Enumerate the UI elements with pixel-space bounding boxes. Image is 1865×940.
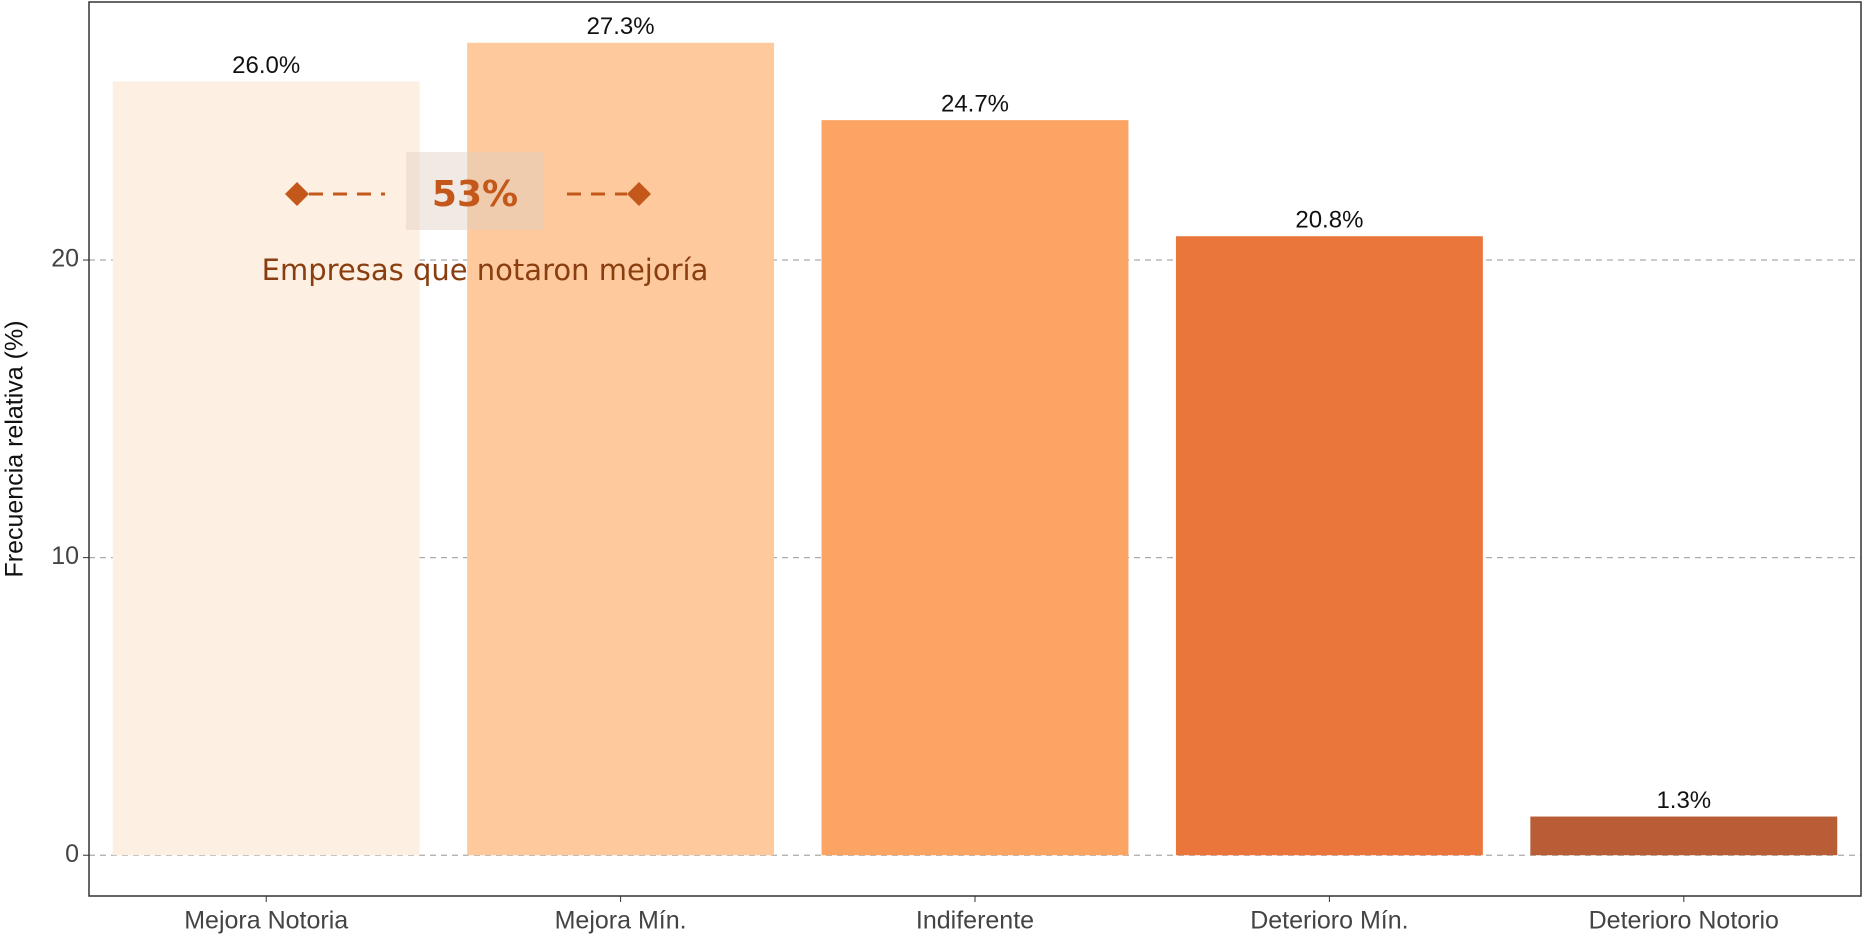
bar	[1530, 816, 1838, 856]
annotation-diamond	[285, 182, 309, 206]
value-label: 27.3%	[587, 13, 655, 40]
bar	[467, 42, 775, 856]
bar	[821, 120, 1129, 856]
x-tick-label: Indiferente	[916, 907, 1034, 935]
value-label: 24.7%	[941, 90, 1009, 117]
x-tick-label: Deterioro Mín.	[1250, 907, 1408, 935]
x-tick-label: Mejora Notoria	[184, 907, 348, 935]
y-tick-label: 10	[51, 542, 79, 570]
x-tick-label: Mejora Mín.	[555, 907, 687, 935]
x-tick-label: Deterioro Notorio	[1589, 907, 1779, 935]
bar	[112, 81, 420, 856]
value-label: 1.3%	[1656, 787, 1711, 814]
bar	[1175, 236, 1483, 856]
annotation-value: 53%	[432, 174, 518, 215]
plot-border	[88, 1, 1862, 897]
y-tick-label: 20	[51, 245, 79, 273]
annotation-box	[406, 152, 544, 230]
y-axis-label: Frecuencia relativa (%)	[1, 320, 29, 577]
annotation-text: Empresas que notaron mejoría	[262, 253, 709, 287]
value-label: 26.0%	[232, 52, 300, 79]
y-tick-label: 0	[65, 840, 79, 868]
annotation-diamond	[627, 182, 651, 206]
value-label: 20.8%	[1295, 207, 1363, 234]
